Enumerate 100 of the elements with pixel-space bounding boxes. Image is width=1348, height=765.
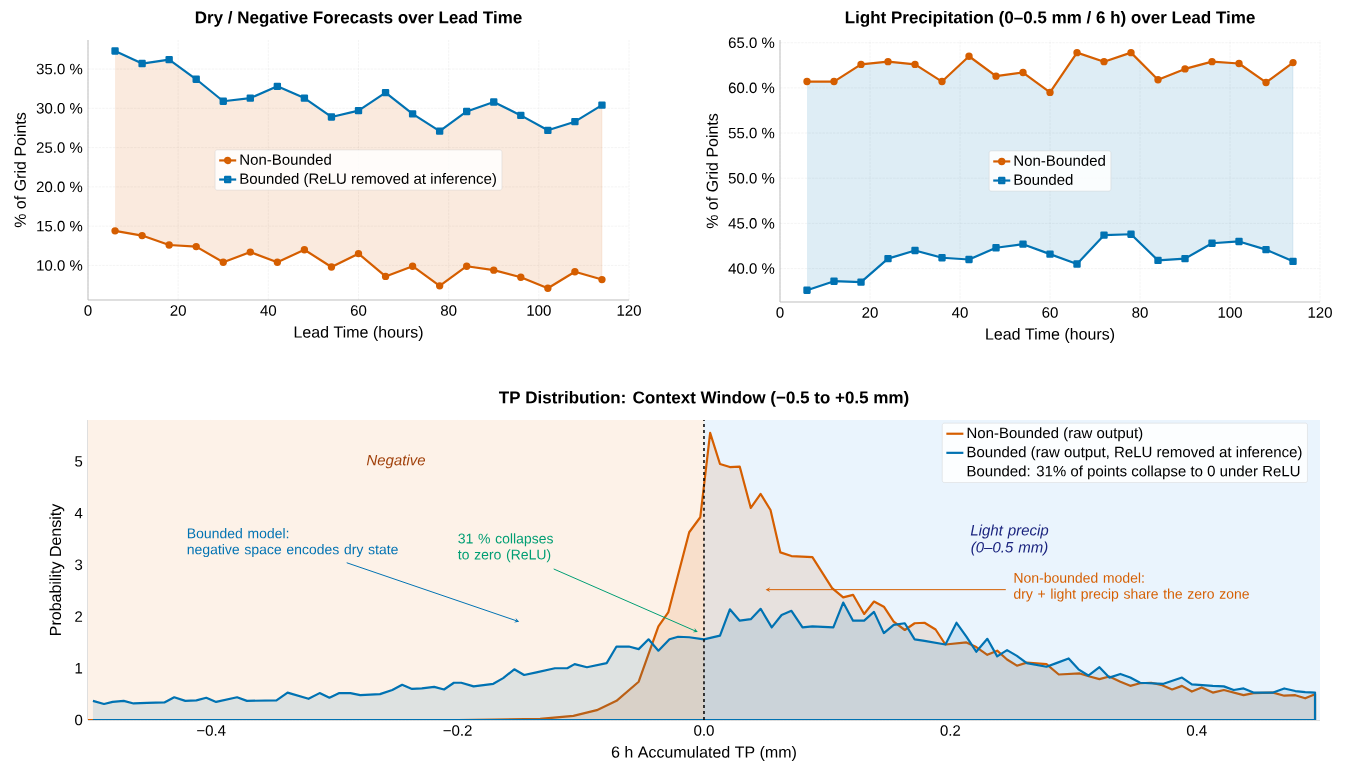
point [598,275,606,284]
chart-title: Dry / Negative Forecasts over Lead Time [195,10,522,27]
y-tick-label: 40.0 % [728,263,775,274]
point [1127,230,1135,238]
y-tick-label: 1 [75,663,83,674]
x-tick-label: 100 [1218,307,1242,318]
legend-label: Bounded [1014,173,1073,185]
point [571,117,579,126]
legend-label: Non-Bounded [240,153,331,165]
point [1235,59,1243,68]
x-tick-label: 0 [84,305,92,316]
point [965,255,973,264]
x-tick-label: 100 [527,305,551,316]
y-tick-label: 60.0 % [728,82,775,94]
point [354,106,363,115]
point [1127,48,1135,57]
point [246,248,254,256]
point [965,52,973,60]
point [938,77,946,86]
y-tick-label: 30.0 % [36,103,83,114]
x-tick-label: 40 [952,307,968,318]
y-tick-label: 10.0 % [37,260,83,271]
point [911,246,919,255]
point [435,127,444,135]
point [992,244,1000,252]
point [1046,250,1054,258]
y-axis-title: Probability Density [49,503,65,635]
y-tick-label: 4 [74,507,83,519]
x-tick-label: 60 [1042,307,1058,318]
point [1100,57,1108,66]
x-tick-label: 40 [260,305,277,316]
point [1262,78,1270,87]
point [408,262,417,270]
x-tick-label: 0.4 [1186,725,1207,736]
x-tick-label: 120 [617,305,641,316]
point [111,47,119,55]
point [1046,88,1054,97]
legend-label: Bounded (raw output, ReLU removed at inference) [967,446,1302,461]
y-tick-label: 55.0 % [728,127,775,139]
point [138,231,146,240]
point [517,273,525,281]
point [571,268,579,276]
point [1073,48,1081,57]
band-label: Light precip (0–0.5 mm) [970,524,1049,556]
annotation: Bounded model: negative space encodes dry state [187,528,398,558]
point [1019,240,1027,248]
annotation: Bounded: 31% of points collapse to 0 under ReLU [967,465,1300,480]
point [490,266,498,274]
x-tick-label: −0.2 [443,725,472,736]
annotation: Non-bounded model: dry + light precip share the zero zone [1014,572,1249,602]
point [1181,254,1189,263]
point [830,277,838,285]
point [192,242,200,251]
point [1181,65,1189,73]
point [1154,76,1162,84]
point [911,60,919,69]
chart-title: TP Distribution: Context Window (−0.5 to +0.5 mm) [498,390,909,407]
point [327,113,336,121]
point [219,258,227,266]
point [803,286,811,294]
x-tick-label: 20 [170,305,186,316]
x-tick-label: 20 [862,307,878,318]
x-tick-label: 80 [440,305,457,316]
point [830,77,838,86]
point [273,82,282,91]
point [1019,68,1027,77]
y-axis-title: % of Grid Points [14,112,26,228]
point [517,111,525,120]
y-tick-label: 25.0 % [36,142,83,153]
point [803,77,811,86]
y-tick-label: 50.0 % [728,172,775,184]
x-tick-label: 0 [776,307,784,318]
point [273,258,282,266]
x-axis-title: Lead Time (hours) [986,328,1115,343]
point [1100,231,1108,239]
point [327,263,336,271]
point [165,241,173,249]
y-axis-title: % of Grid Points [706,113,718,229]
x-tick-label: 0.2 [940,725,961,736]
point [598,101,606,109]
legend-label: Non-Bounded [1014,154,1105,166]
point [544,126,552,135]
point [938,254,946,262]
x-axis-title: Lead Time (hours) [294,326,423,341]
point [300,246,309,254]
point [111,227,119,235]
point [857,278,865,286]
x-tick-label: 120 [1308,307,1332,318]
y-tick-label: 3 [75,559,83,571]
point [1289,257,1297,266]
point [1235,237,1243,246]
point [1208,57,1216,66]
point [408,110,417,118]
point [1262,245,1270,254]
x-tick-label: −0.4 [197,725,226,736]
annotation: 31 % collapses to zero (ReLU) [458,533,553,563]
point [138,59,146,68]
point [300,94,309,102]
point [992,72,1000,80]
point [354,249,363,258]
